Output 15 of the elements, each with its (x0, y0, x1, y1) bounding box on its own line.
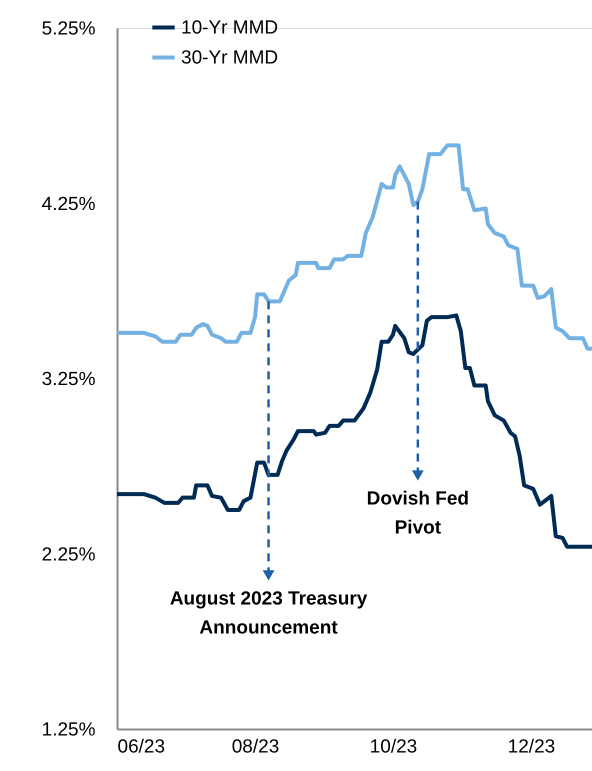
legend-label: 10-Yr MMD (181, 18, 278, 38)
annotation: Dovish Fed Pivot (366, 488, 470, 538)
x-tick-label: 10/23 (370, 736, 418, 758)
x-tick-label: 08/23 (232, 736, 280, 758)
x-tick-label: 12/23 (508, 736, 556, 758)
y-tick-label: 5.25% (42, 18, 96, 40)
legend-label: 30-Yr MMD (181, 48, 278, 68)
y-tick-label: 4.25% (42, 194, 96, 215)
line-series (115, 313, 592, 549)
y-tick-label: 2.25% (42, 544, 96, 566)
line-series (115, 143, 592, 351)
y-tick-label: 3.25% (42, 369, 96, 390)
annotation: August 2023 Treasury Announcement (170, 588, 368, 638)
x-tick-label: 06/23 (118, 736, 166, 758)
y-tick-label: 1.25% (42, 720, 96, 740)
